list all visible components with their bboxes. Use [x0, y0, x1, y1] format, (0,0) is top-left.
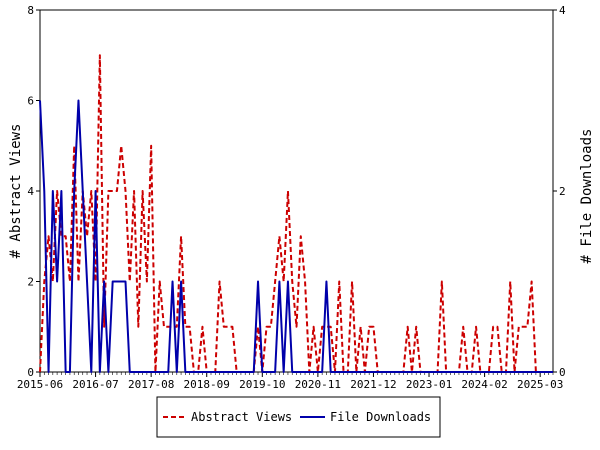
legend-label-abstract-views: Abstract Views — [191, 410, 292, 424]
legend-box — [156, 396, 441, 438]
x-tick-label: 2024-02 — [461, 378, 507, 391]
x-tick-label: 2018-09 — [184, 378, 230, 391]
y-left-tick-label: 8 — [27, 4, 34, 17]
legend-label-file-downloads: File Downloads — [330, 410, 431, 424]
series-line-file-downloads — [39, 99, 553, 373]
x-tick-label: 2020-11 — [295, 378, 341, 391]
x-tick-label: 2015-06 — [17, 378, 63, 391]
x-tick-label: 2025-03 — [517, 378, 563, 391]
x-tick-label: 2019-10 — [239, 378, 285, 391]
y-right-tick-label: 0 — [559, 366, 566, 379]
x-tick-label: 2017-08 — [128, 378, 174, 391]
y-left-axis-title: # Abstract Views — [8, 124, 24, 259]
series-layer — [39, 54, 553, 373]
series-line-abstract-views — [39, 54, 553, 373]
legend: Abstract Views File Downloads — [156, 396, 441, 438]
y-left-tick-label: 4 — [27, 185, 34, 198]
y-right-axis-title: # File Downloads — [579, 129, 595, 264]
y-right-tick-label: 2 — [559, 185, 566, 198]
y-left-tick-label: 2 — [27, 276, 34, 289]
x-tick-label: 2016-07 — [72, 378, 118, 391]
x-tick-label: 2021-12 — [350, 378, 396, 391]
x-tick-label: 2023-01 — [406, 378, 452, 391]
y-left-tick-label: 0 — [27, 366, 34, 379]
y-right-tick-label: 4 — [559, 4, 566, 17]
y-left-axis: 0 2 4 6 8 — [27, 4, 40, 379]
y-left-tick-label: 6 — [27, 95, 34, 108]
x-axis: 2015-06 2016-07 2017-08 2018-09 2019-10 2020-… — [17, 372, 563, 391]
y-right-axis: 0 2 4 — [553, 4, 566, 379]
